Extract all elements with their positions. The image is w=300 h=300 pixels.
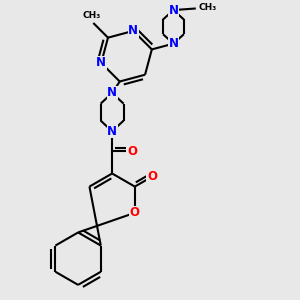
Text: N: N xyxy=(96,56,106,70)
Text: N: N xyxy=(107,86,117,100)
Text: CH₃: CH₃ xyxy=(82,11,101,20)
Text: N: N xyxy=(168,37,178,50)
Text: CH₃: CH₃ xyxy=(198,3,217,12)
Text: O: O xyxy=(147,170,157,183)
Text: N: N xyxy=(128,24,138,38)
Text: N: N xyxy=(168,4,178,16)
Text: O: O xyxy=(130,206,140,219)
Text: O: O xyxy=(127,145,137,158)
Text: N: N xyxy=(107,125,117,138)
